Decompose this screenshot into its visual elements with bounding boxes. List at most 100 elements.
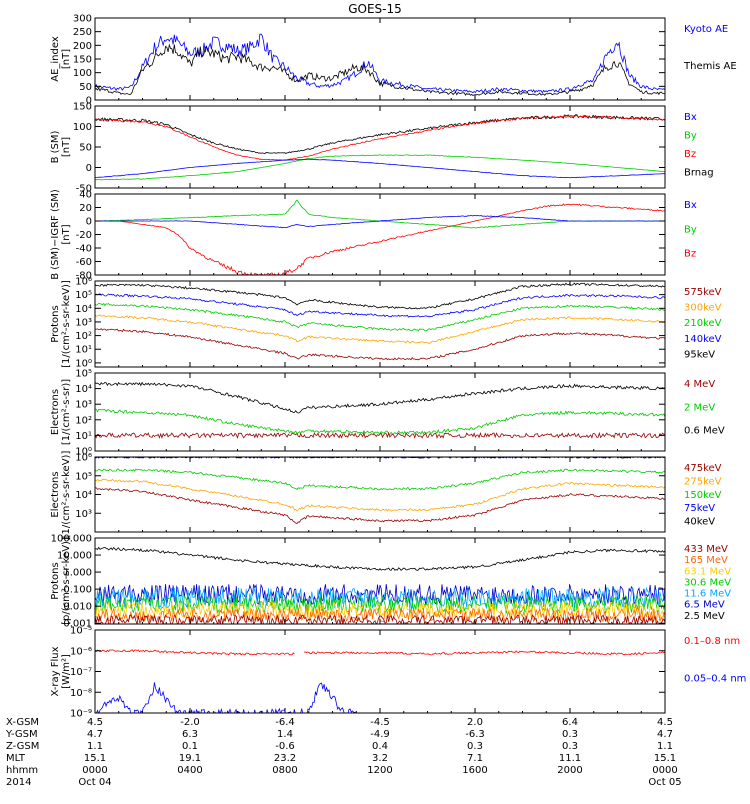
- y-tick-label: 150: [73, 55, 92, 66]
- y-tick-label: 0: [86, 217, 92, 228]
- series-line-30-6-mev: [95, 594, 665, 615]
- y-axis-label: [1/(cm²-s-sr)]: [61, 379, 72, 445]
- footer-cell: 1.1: [657, 741, 673, 752]
- series-line-2-mev: [95, 408, 665, 435]
- panel-frame: [94, 105, 666, 189]
- legend-entry: 4 MeV: [684, 379, 715, 390]
- y-axis-label: [1/(cm²-s-sr-keV)]: [61, 451, 72, 539]
- series-line-0-05-0-4-nm: [95, 682, 356, 713]
- legend-entry: 210keV: [684, 318, 722, 329]
- series-line-kyoto-ae: [95, 33, 665, 94]
- plot-title: GOES-15: [348, 2, 402, 16]
- legend-entry: By: [684, 131, 697, 142]
- panel-frame: [94, 372, 666, 452]
- legend-entry: 0.1–0.8 nm: [684, 636, 740, 647]
- footer-cell: 0000: [82, 765, 107, 776]
- footer-row-label: Z-GSM: [6, 741, 39, 752]
- panel-4: 10⁰ 10¹ 10² 10³ 10⁴ 10⁵ 10⁶ Protons [1/(cm²-s-sr…: [50, 277, 722, 370]
- y-tick-label: 10²: [75, 331, 92, 342]
- y-tick-label: 10²: [75, 415, 92, 426]
- footer-table: X-GSMY-GSMZ-GSMMLThhmm20144.54.71.115.10…: [5, 717, 682, 788]
- panel-frame: [94, 193, 666, 276]
- footer-cell: 0.4: [372, 741, 388, 752]
- footer-cell: 15.1: [84, 753, 106, 764]
- series-line-63-1-mev: [95, 601, 665, 620]
- panel-2: -50 0 50 100 150 B (SM) [nT] Bx By Bz Brnag: [50, 102, 714, 195]
- panel-6: 10³ 10⁴ 10⁵ 10⁶ Electrons [1/(cm²-s-sr-keV)] 4…: [50, 451, 722, 539]
- footer-cell: -0.6: [275, 741, 295, 752]
- y-tick-label: 10⁴: [75, 490, 92, 501]
- legend-entry: 2 MeV: [684, 402, 715, 413]
- footer-cell: -4.9: [370, 729, 390, 740]
- y-axis-label: Electrons: [50, 471, 61, 517]
- y-tick-label: -50: [76, 184, 92, 195]
- y-tick-label: 10³: [75, 317, 92, 328]
- footer-cell: 11.1: [559, 753, 581, 764]
- footer-cell: 1600: [462, 765, 487, 776]
- footer-row-label: X-GSM: [6, 717, 39, 728]
- series-line-0-1-0-8-nm-b: [303, 650, 665, 656]
- y-tick-label: 10³: [75, 400, 92, 411]
- footer-cell: 3.2: [372, 753, 388, 764]
- legend-entry: 300keV: [684, 303, 722, 314]
- footer-cell: Oct 05: [648, 777, 681, 788]
- legend-entry: 40keV: [684, 517, 715, 528]
- footer-row-label: Y-GSM: [5, 729, 38, 740]
- y-axis-label: Protons: [50, 305, 61, 342]
- series-line-2-5-mev: [95, 546, 665, 571]
- panel-frame: [94, 629, 666, 714]
- legend-entry: 275keV: [684, 476, 722, 487]
- footer-cell: 1.4: [277, 729, 293, 740]
- y-axis-label: X-ray Flux: [50, 646, 61, 696]
- y-axis-label: B (SM)−IGRF (SM): [50, 189, 61, 280]
- y-tick-label: 50: [79, 143, 92, 154]
- y-tick-label: 10¹: [75, 431, 92, 442]
- y-tick-label: 100.000: [51, 534, 92, 545]
- legend-entry: 475keV: [684, 463, 722, 474]
- y-tick-label: -40: [76, 244, 92, 255]
- footer-cell: 0.3: [562, 741, 578, 752]
- footer-cell: 4.7: [87, 729, 103, 740]
- y-tick-label: 10¹: [75, 345, 92, 356]
- footer-row-label: 2014: [6, 777, 31, 788]
- y-axis-label: Protons: [50, 562, 61, 599]
- series-line-140kev: [95, 293, 665, 318]
- legend-entry: 75keV: [684, 503, 715, 514]
- y-tick-label: 0: [86, 163, 92, 174]
- legend-entry: Themis AE: [683, 61, 737, 72]
- series-line-275kev: [95, 478, 665, 512]
- legend-entry: By: [684, 224, 697, 235]
- footer-row-label: hhmm: [6, 765, 38, 776]
- panel-8: 10⁻⁹ 10⁻⁸ 10⁻⁷ 10⁻⁶ 10⁻⁵ X-ray Flux [W/m²] 0.1–…: [50, 626, 746, 720]
- legend-entry: 6.5 MeV: [684, 600, 725, 611]
- y-tick-label: 300: [73, 14, 92, 25]
- footer-cell: Oct 04: [78, 777, 111, 788]
- footer-cell: 15.1: [654, 753, 676, 764]
- series-line-0-6-mev: [95, 381, 665, 414]
- panel-frame: [94, 17, 666, 101]
- legend-entry: Bx: [684, 200, 697, 211]
- y-axis-label: AE_index: [50, 36, 61, 82]
- footer-cell: 4.5: [657, 717, 673, 728]
- y-tick-label: 0: [86, 96, 92, 107]
- y-tick-label: 0.010: [63, 602, 92, 613]
- footer-cell: 4.5: [87, 717, 103, 728]
- legend-entry: 575keV: [684, 287, 722, 298]
- panel-1: 0 50 100 150 200 250 300 AE_index [nT] Kyoto AE Th…: [50, 14, 737, 107]
- footer-cell: -2.0: [180, 717, 200, 728]
- y-axis-label: [nT]: [61, 137, 72, 157]
- legend-entry: 0.05–0.4 nm: [684, 674, 746, 685]
- y-tick-label: -80: [76, 271, 92, 282]
- y-tick-label: 0.100: [63, 585, 92, 596]
- series-line-0-1-0-8-nm: [95, 649, 295, 656]
- y-tick-label: 10⁵: [75, 290, 92, 301]
- footer-cell: 0.3: [467, 741, 483, 752]
- y-tick-label: 10⁻⁸: [70, 688, 92, 699]
- legend-entry: 30.6 MeV: [684, 577, 731, 588]
- y-tick-label: 10⁻⁵: [70, 626, 92, 637]
- y-tick-label: 20: [79, 203, 92, 214]
- footer-cell: 0800: [272, 765, 297, 776]
- footer-cell: 1.1: [87, 741, 103, 752]
- panel-frame: [94, 280, 666, 368]
